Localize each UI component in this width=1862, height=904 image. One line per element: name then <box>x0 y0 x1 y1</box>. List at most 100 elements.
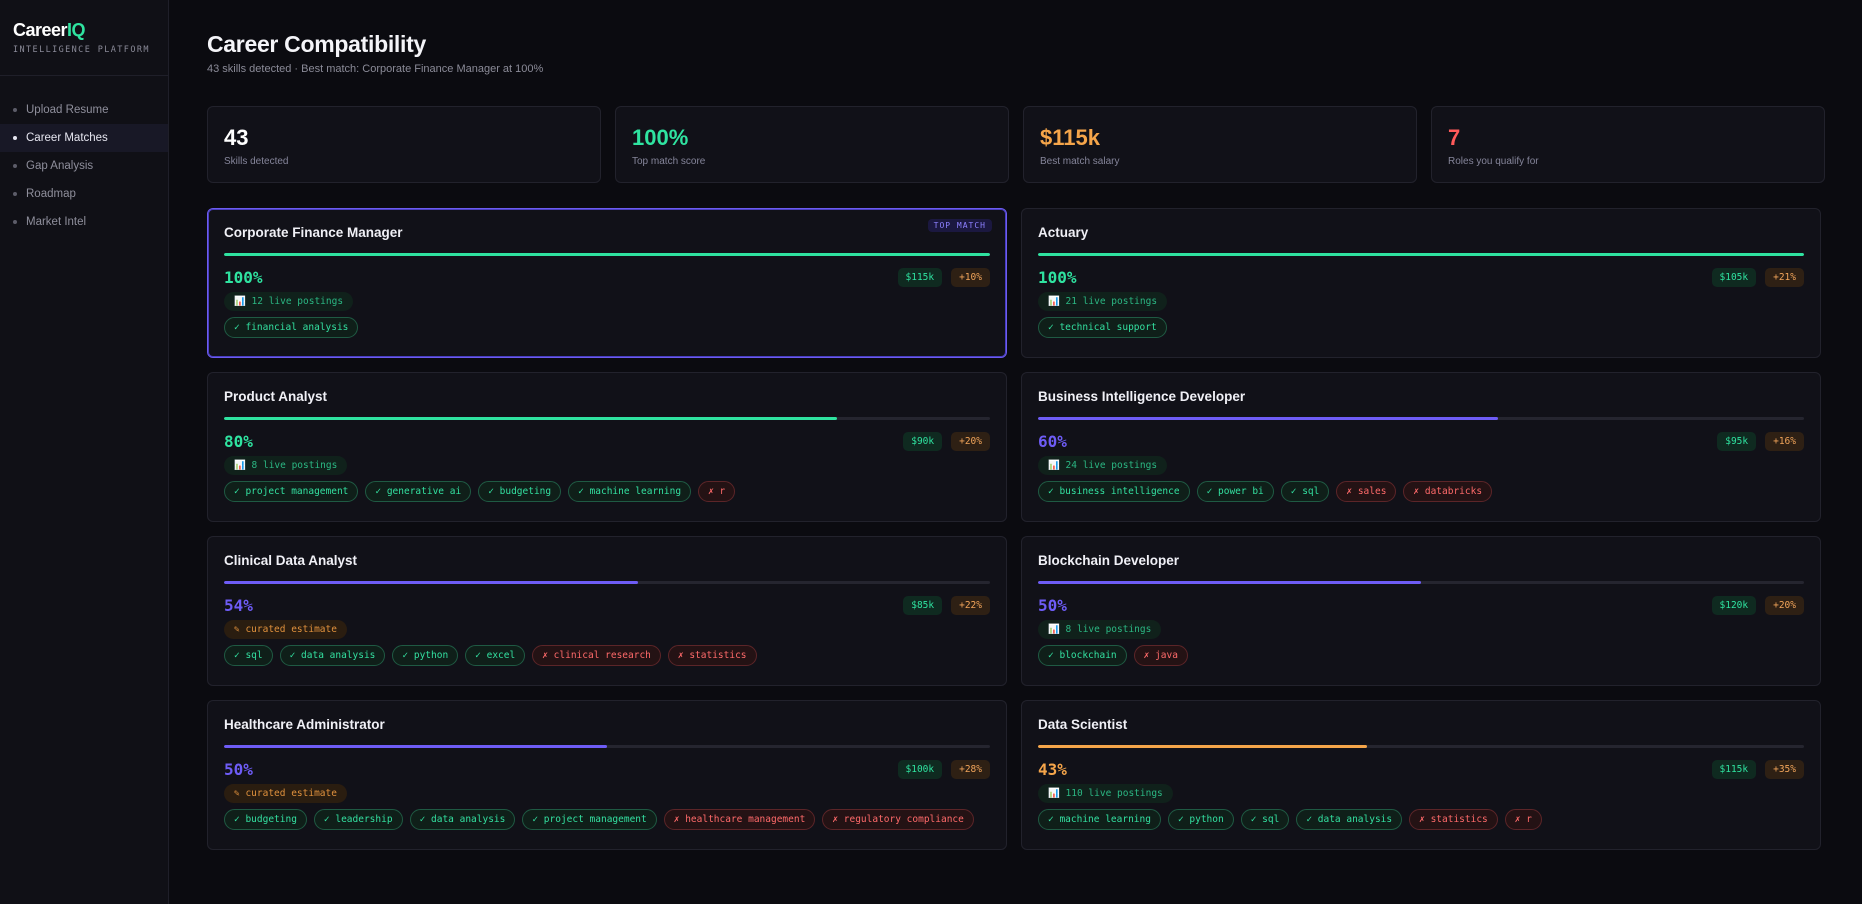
skill-tag-missing: ✗ java <box>1133 645 1188 666</box>
match-card[interactable]: Data Scientist 43% $115k +35% 📊 110 live pos… <box>1021 700 1821 850</box>
score-bar <box>224 253 990 256</box>
match-score: 60% <box>1038 431 1067 451</box>
skill-tag-matched: ✓ project management <box>224 481 359 502</box>
curated-estimate-badge: ✎ curated estimate <box>224 784 347 803</box>
live-postings-badge: 📊 8 live postings <box>1038 620 1162 639</box>
live-postings-badge: 📊 21 live postings <box>1038 292 1168 311</box>
match-title: Data Scientist <box>1038 717 1128 732</box>
skill-tag-missing: ✗ clinical research <box>532 645 661 666</box>
skill-tag-matched: ✓ blockchain <box>1038 645 1127 666</box>
bullet-icon <box>13 136 17 140</box>
stat-label: Top match score <box>632 156 706 167</box>
skill-tag-missing: ✗ regulatory compliance <box>822 809 974 830</box>
score-bar-fill <box>224 253 990 256</box>
sidebar-item-label: Upload Resume <box>26 104 109 116</box>
score-row: 60% $95k +16% <box>1038 431 1804 451</box>
logo[interactable]: CareerIQ <box>13 20 155 41</box>
market-chips: $115k +35% <box>1711 759 1804 779</box>
skill-list: ✓ budgeting ✓ leadership ✓ data analysis ✓ … <box>224 809 990 830</box>
skill-tag-matched: ✓ leadership <box>313 809 403 830</box>
score-bar <box>1038 253 1804 256</box>
score-row: 100% $115k +10% <box>224 267 990 287</box>
match-card[interactable]: Clinical Data Analyst 54% $85k +22% ✎ curate… <box>207 536 1007 686</box>
stat-value: 7 <box>1448 125 1461 150</box>
skill-tag-matched: ✓ sql <box>1280 481 1330 502</box>
sidebar-item-upload-resume[interactable]: Upload Resume <box>0 96 168 124</box>
match-score: 43% <box>1038 759 1067 779</box>
bullet-icon <box>13 220 17 224</box>
market-chips: $105k +21% <box>1711 267 1804 287</box>
sidebar-item-label: Market Intel <box>26 216 87 228</box>
salary-chip: $120k <box>1711 595 1757 615</box>
market-chips: $100k +28% <box>897 759 990 779</box>
skill-tag-missing: ✗ statistics <box>1409 809 1498 830</box>
sidebar-item-career-matches[interactable]: Career Matches <box>0 124 168 152</box>
sidebar-item-gap-analysis[interactable]: Gap Analysis <box>0 152 168 180</box>
sidebar-item-label: Gap Analysis <box>26 160 94 172</box>
market-chips: $90k +20% <box>903 431 990 451</box>
skill-list: ✓ blockchain ✗ java <box>1038 645 1804 666</box>
salary-chip: $90k <box>903 431 943 451</box>
skill-tag-matched: ✓ machine learning <box>1038 809 1161 830</box>
growth-chip: +35% <box>1765 759 1804 779</box>
live-postings-badge: 📊 110 live postings <box>1038 784 1173 803</box>
sidebar-item-market-intel[interactable]: Market Intel <box>0 208 168 236</box>
growth-chip: +10% <box>951 267 990 287</box>
bullet-icon <box>13 164 17 168</box>
match-card[interactable]: TOP MATCH Corporate Finance Manager 100% $1… <box>207 208 1007 358</box>
stat-value: $115k <box>1040 125 1100 150</box>
score-row: 43% $115k +35% <box>1038 759 1804 779</box>
skill-tag-matched: ✓ data analysis <box>1296 809 1403 830</box>
skill-tag-matched: ✓ power bi <box>1196 481 1274 502</box>
skill-tag-matched: ✓ budgeting <box>224 809 307 830</box>
market-chips: $115k +10% <box>897 267 990 287</box>
match-card[interactable]: Business Intelligence Developer 60% $95k +1… <box>1021 372 1821 522</box>
score-bar <box>224 417 990 420</box>
match-score: 80% <box>224 431 253 451</box>
score-row: 50% $100k +28% <box>224 759 990 779</box>
score-bar <box>1038 745 1804 748</box>
match-card[interactable]: Blockchain Developer 50% $120k +20% 📊 8 live… <box>1021 536 1821 686</box>
stats-row: 43 Skills detected 100% Top match score $115… <box>207 106 1825 183</box>
score-row: 54% $85k +22% <box>224 595 990 615</box>
sidebar-item-label: Roadmap <box>26 188 76 200</box>
skill-tag-matched: ✓ sql <box>1240 809 1290 830</box>
stat-card: 7 Roles you qualify for <box>1431 106 1825 183</box>
score-bar <box>224 745 990 748</box>
brand: CareerIQ INTELLIGENCE PLATFORM <box>0 0 168 76</box>
score-bar-fill <box>1038 417 1498 420</box>
score-bar <box>1038 581 1804 584</box>
match-title: Healthcare Administrator <box>224 717 385 732</box>
stat-card: 100% Top match score <box>615 106 1009 183</box>
stat-value: 43 <box>224 125 249 150</box>
salary-chip: $95k <box>1717 431 1757 451</box>
sidebar-item-roadmap[interactable]: Roadmap <box>0 180 168 208</box>
match-grid: TOP MATCH Corporate Finance Manager 100% $1… <box>207 208 1821 850</box>
skill-tag-missing: ✗ healthcare management <box>663 809 816 830</box>
live-postings-badge: 📊 24 live postings <box>1038 456 1168 475</box>
live-postings-badge: 📊 8 live postings <box>224 456 348 475</box>
growth-chip: +21% <box>1765 267 1804 287</box>
match-score: 100% <box>1038 267 1077 287</box>
skill-list: ✓ business intelligence ✓ power bi ✓ sql ✗ … <box>1038 481 1804 502</box>
skill-tag-missing: ✗ databricks <box>1403 481 1493 502</box>
match-title: Corporate Finance Manager <box>224 225 403 240</box>
skill-list: ✓ sql ✓ data analysis ✓ python ✓ excel ✗ cli… <box>224 645 990 666</box>
stat-label: Best match salary <box>1040 156 1120 167</box>
score-bar-fill <box>1038 745 1368 748</box>
match-card[interactable]: Actuary 100% $105k +21% 📊 21 live postings ✓ … <box>1021 208 1821 358</box>
skill-tag-matched: ✓ data analysis <box>279 645 386 666</box>
skill-tag-matched: ✓ python <box>392 645 459 666</box>
top-match-badge: TOP MATCH <box>927 219 992 232</box>
score-bar-fill <box>224 581 638 584</box>
sidebar-nav: Upload Resume Career Matches Gap Analysis R… <box>0 96 168 236</box>
logo-text: Career <box>13 20 68 40</box>
sidebar-item-label: Career Matches <box>26 132 108 144</box>
match-card[interactable]: Product Analyst 80% $90k +20% 📊 8 live posti… <box>207 372 1007 522</box>
match-card[interactable]: Healthcare Administrator 50% $100k +28% ✎ cu… <box>207 700 1007 850</box>
curated-estimate-badge: ✎ curated estimate <box>224 620 347 639</box>
salary-chip: $115k <box>897 267 943 287</box>
skill-tag-matched: ✓ project management <box>522 809 657 830</box>
score-row: 80% $90k +20% <box>224 431 990 451</box>
skill-tag-matched: ✓ data analysis <box>409 809 516 830</box>
